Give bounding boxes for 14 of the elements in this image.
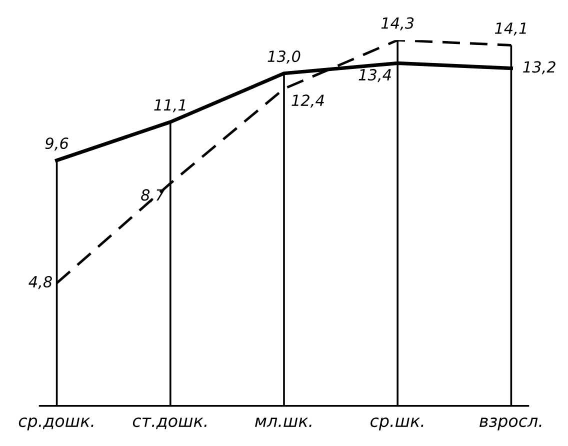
x-tick-label: взросл. xyxy=(480,418,542,430)
data-label: 12,4 xyxy=(292,94,324,108)
data-label: 9,6 xyxy=(45,137,68,151)
data-label: 14,3 xyxy=(381,17,414,30)
x-tick-label: ст.дошк. xyxy=(132,418,206,430)
x-tick-label: ср.дошк. xyxy=(18,418,94,430)
data-label: 13,0 xyxy=(268,50,300,64)
data-label: 14,1 xyxy=(494,22,526,36)
x-tick-label: ср.шк. xyxy=(370,418,424,430)
data-label: 4,8 xyxy=(28,276,52,290)
data-label: 13,2 xyxy=(523,61,556,74)
x-tick-label: мл.шк. xyxy=(255,418,312,427)
data-label: 13,4 xyxy=(358,68,391,82)
data-label: 11,1 xyxy=(154,99,186,112)
